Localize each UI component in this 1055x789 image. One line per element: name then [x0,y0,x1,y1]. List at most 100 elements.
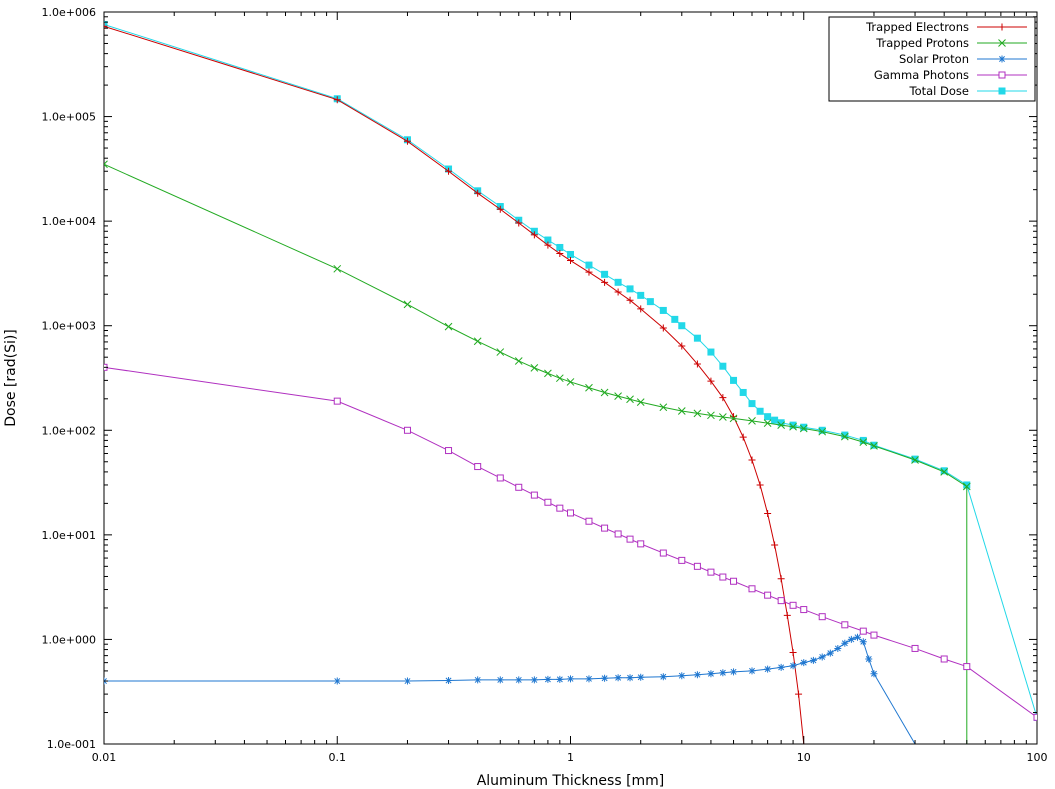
data-point [544,675,552,683]
data-point [585,675,593,683]
data-point [567,257,574,265]
data-point [678,672,686,680]
data-point [104,160,108,169]
legend-swatch-marker [998,55,1006,63]
data-point [445,676,453,684]
x-tick-label: 1 [567,751,574,764]
data-point [783,611,791,619]
data-point [544,498,552,506]
data-point [870,441,878,450]
data-point [719,394,727,402]
series-layer [104,20,1037,744]
data-point [403,426,411,434]
x-tick-label: 100 [1027,751,1048,764]
data-point [626,535,634,543]
data-point [719,362,727,370]
data-point [840,432,849,441]
data-point [473,337,482,346]
data-point [693,360,701,368]
data-point [601,270,609,278]
legend-swatch-marker [998,87,1006,95]
data-point [567,509,574,517]
data-point [847,635,855,643]
legend: Trapped Electrons Trapped Protons Solar Pr… [828,16,1036,102]
data-point [585,268,593,276]
y-tick-label: 1.0e+006 [42,6,96,19]
data-point [474,189,482,197]
data-point [659,403,668,412]
data-point [940,655,948,663]
data-point [544,369,552,378]
data-point [707,377,715,385]
y-tick-label: 1.0e+004 [42,215,96,228]
data-point [530,231,538,239]
data-point [771,416,779,424]
data-point [585,517,593,525]
data-point [659,306,667,314]
data-point [818,653,826,661]
data-point [556,504,564,512]
data-point [496,676,504,684]
data-point [799,424,808,433]
data-point [693,562,701,570]
data-point [474,463,482,471]
legend-entry-label: Trapped Electrons [865,20,969,34]
x-tick-label: 0.1 [329,751,347,764]
data-point [748,667,756,675]
data-point [515,676,523,684]
data-point [859,627,867,635]
data-point [671,315,679,323]
data-point [859,436,867,444]
data-point [911,455,919,463]
ticks-layer: 1.0e-001 1.0e+000 1.0e+001 1.0e+002 1.0e+003… [42,6,1048,764]
data-point [730,668,738,676]
data-point [555,374,564,383]
data-point [800,659,808,667]
data-point [771,541,779,549]
data-point [739,433,747,441]
data-point [601,674,609,682]
data-point [614,288,622,296]
data-point [530,364,539,372]
series-line [104,25,805,744]
series-total-dose [104,20,1037,721]
data-point [515,483,523,491]
data-point [585,383,593,392]
data-point [800,606,808,614]
legend-entry-label: Trapped Protons [875,36,969,50]
data-point [567,250,574,258]
y-tick-label: 1.0e+001 [42,529,96,542]
data-point [333,397,341,405]
data-point [567,675,574,683]
data-point [678,342,686,350]
data-point [800,423,808,431]
data-point [763,419,772,428]
data-point [585,261,593,269]
data-point [544,236,552,244]
data-point [818,427,827,436]
data-point [841,431,849,439]
data-point [445,447,453,455]
data-point [756,407,764,415]
data-point [730,376,738,384]
data-point [764,665,772,673]
data-point [514,357,523,365]
y-tick-label: 1.0e-001 [47,738,96,751]
data-point [496,205,504,213]
data-point [104,20,108,28]
data-point [601,278,609,286]
data-point [614,278,622,286]
data-point [818,426,826,434]
data-point [646,298,654,306]
x-axis-title: Aluminum Thickness [mm] [477,773,665,789]
data-point [870,631,878,639]
data-point [841,621,849,629]
data-point [626,285,634,293]
legend-entry-label: Total Dose [909,84,969,98]
data-point [544,241,552,249]
data-point [474,676,482,684]
data-point [859,438,868,447]
data-point [637,291,645,299]
series-trapped-electrons [104,22,805,744]
